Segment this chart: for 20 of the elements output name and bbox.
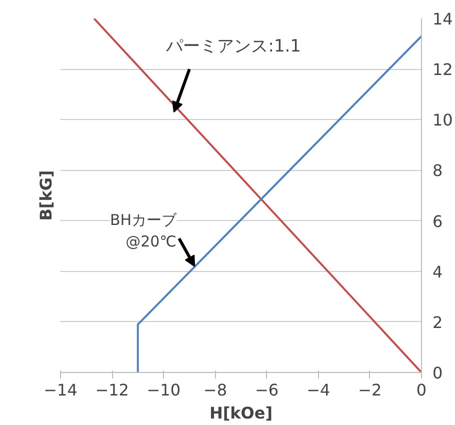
x-tick-label: −4 [306,380,330,400]
y-tick-label: 2 [432,312,443,332]
x-tick-label: −14 [44,380,78,400]
y-tick-label: 14 [432,10,453,28]
y-tick-label: 6 [432,212,443,231]
x-tick-label: 0 [416,380,427,400]
y-tick-label: 0 [432,364,443,382]
annotation: BHカーブ @20℃ [110,211,178,251]
x-tick-label: −6 [254,380,279,400]
y-axis-title: B[kG] [36,170,56,221]
x-tick-label: −2 [358,380,382,400]
x-tick-label: −12 [95,380,129,400]
y-tick-label: 4 [432,262,443,282]
x-tick-label: −8 [203,380,228,400]
y-tick-label: 12 [432,60,453,80]
y-tick-label: 10 [432,110,453,130]
x-axis-title: H[kOe] [209,404,273,422]
annotation: パーミアンス:1.1 [165,36,301,56]
x-tick-label: −10 [146,380,181,400]
y-tick-label: 8 [432,161,443,180]
